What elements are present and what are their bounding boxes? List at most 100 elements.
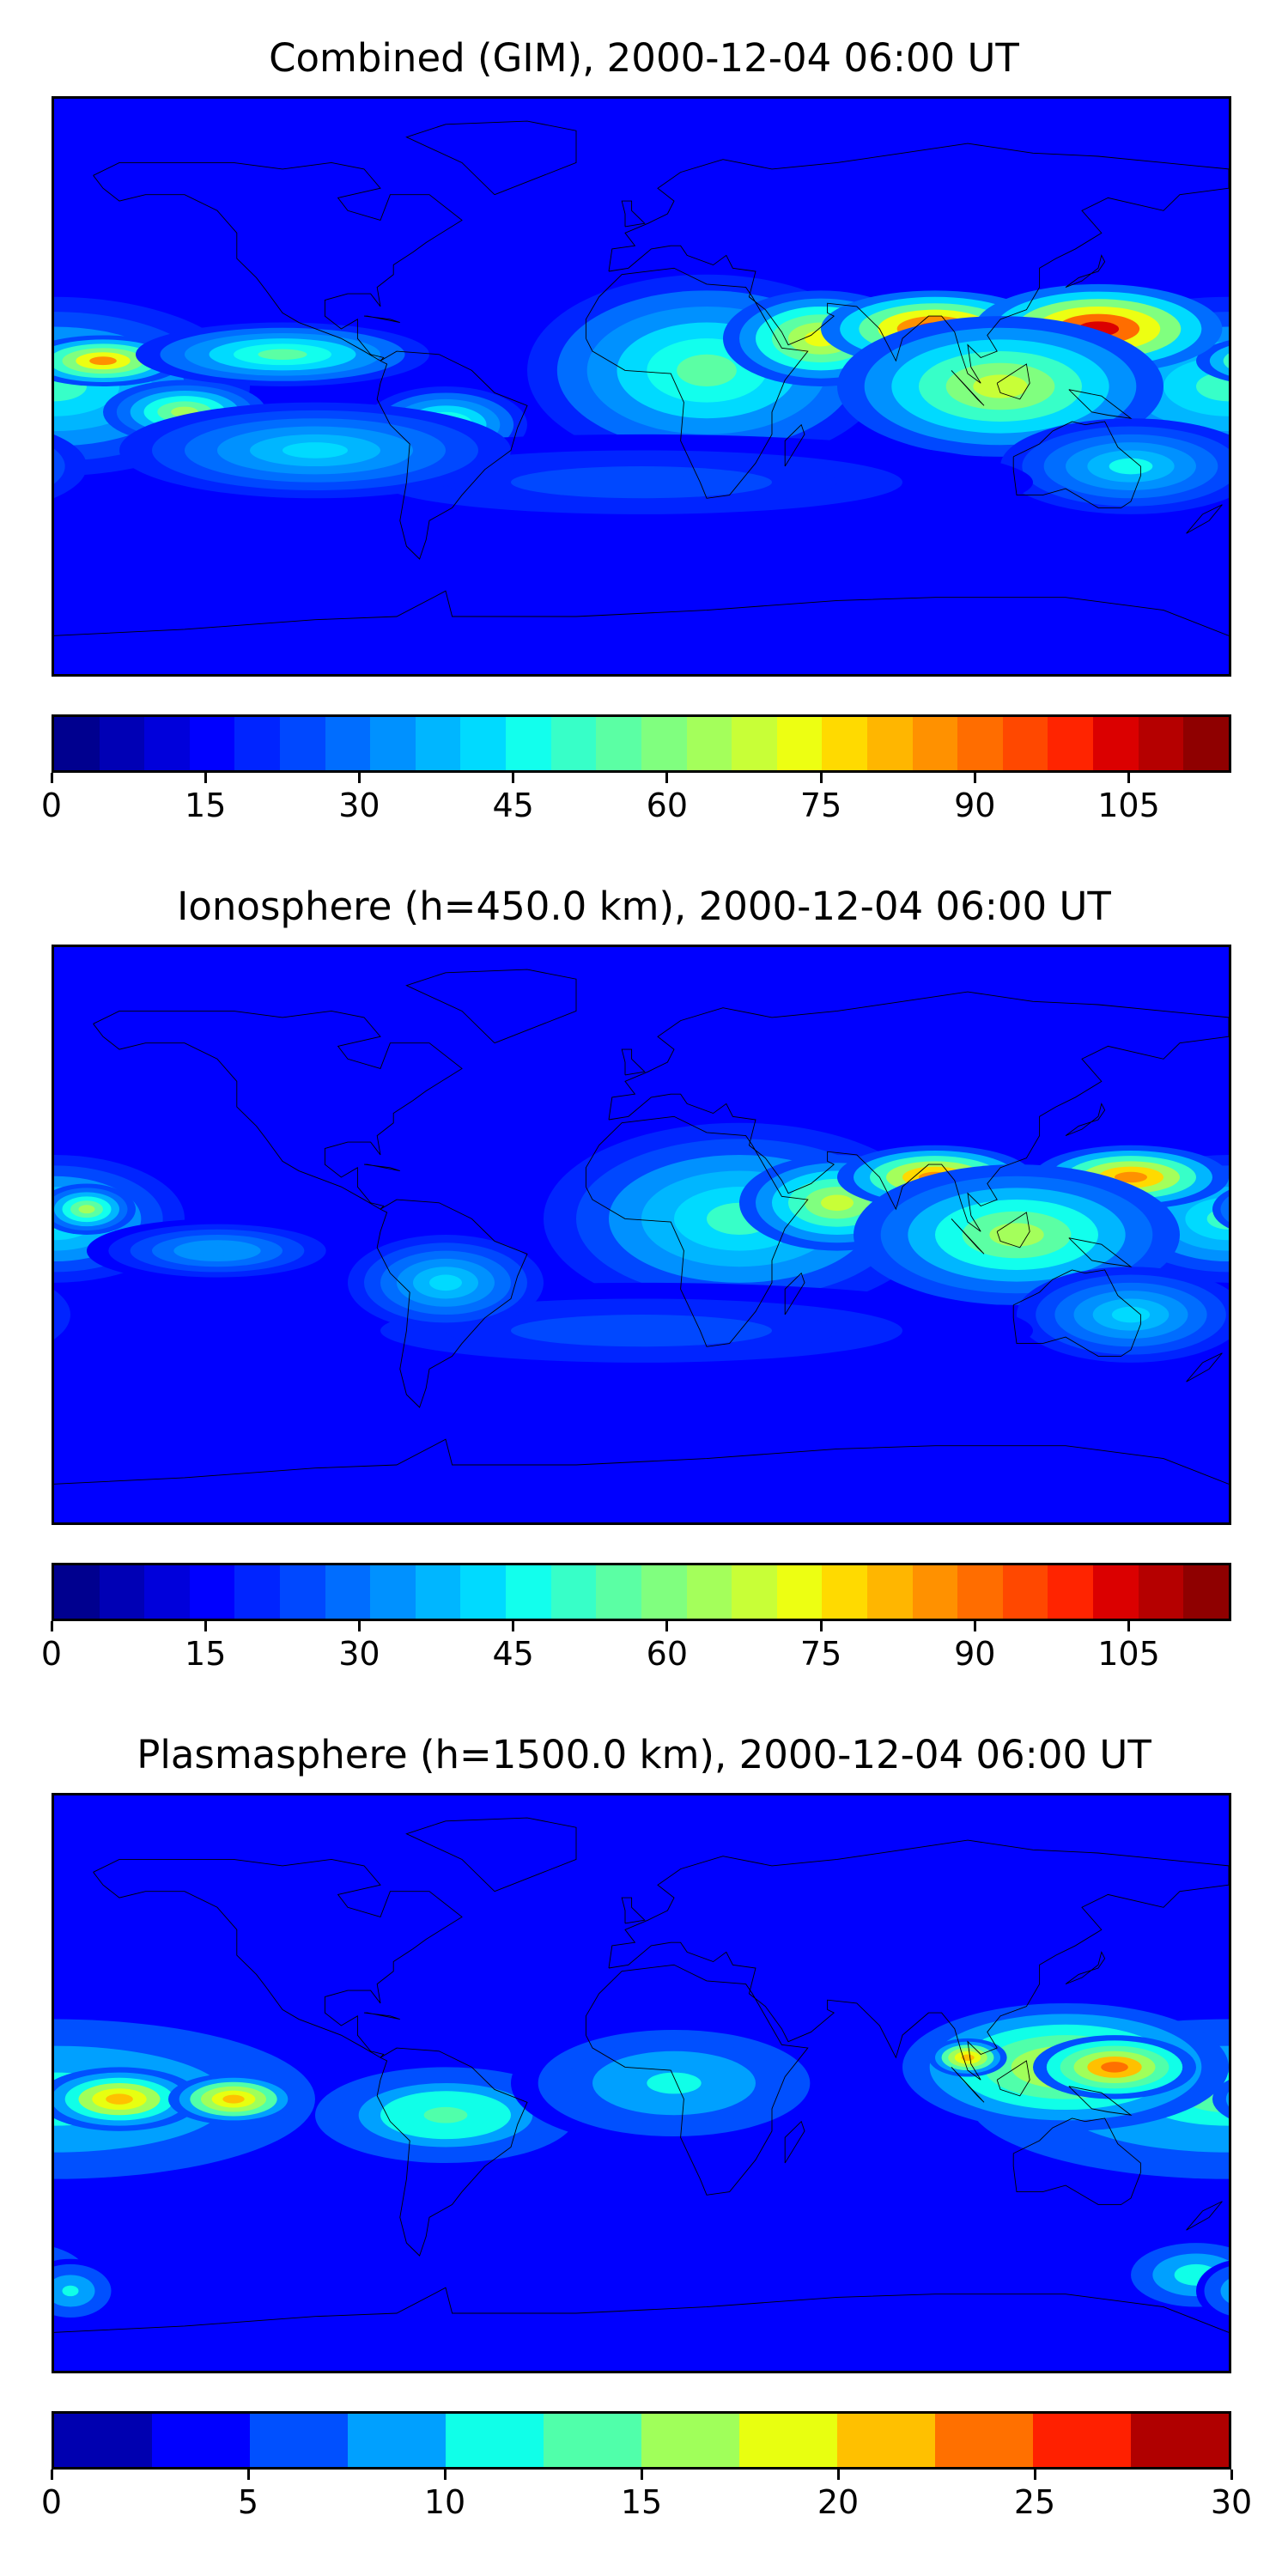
colorbar-segment (1138, 1565, 1184, 1619)
colorbar-tick-label: 45 (492, 787, 534, 824)
coastline (364, 316, 400, 322)
tec-field (54, 274, 1229, 531)
colorbar-segment (1048, 717, 1094, 770)
colorbar-tick-mark (357, 773, 361, 783)
colorbar-segment (144, 1565, 190, 1619)
colorbar-segment (732, 717, 777, 770)
tec-map-ionosphere (52, 945, 1231, 1525)
tec-contour (222, 2094, 245, 2104)
colorbar-segment (1093, 1565, 1139, 1619)
tec-contour (78, 1205, 95, 1214)
colorbar-ticks-combined: 0 15 30 45 60 75 90 105 (41, 773, 1231, 824)
colorbar-tick-mark (973, 1621, 976, 1631)
coastline (406, 969, 576, 1043)
coastline (377, 2048, 527, 2256)
colorbar-tick-label: 30 (1210, 2483, 1253, 2521)
coastline (377, 351, 527, 559)
colorbar-segment (189, 1565, 235, 1619)
colorbar-segment (596, 1565, 641, 1619)
colorbar-segment (1093, 717, 1139, 770)
coastline (997, 2061, 1030, 2096)
colorbar-tick-mark (819, 773, 823, 783)
colorbar-segment (957, 1565, 1003, 1619)
colorbar-tick-mark (1033, 2470, 1036, 2480)
colorbar-tick-label: 0 (40, 2483, 63, 2521)
coastline (406, 1818, 576, 1892)
colorbar-tick-mark (1127, 773, 1131, 783)
colorbar-segment (1002, 717, 1048, 770)
tec-contour (576, 1322, 707, 1339)
coastlines (54, 121, 1229, 635)
tec-contour (195, 1245, 240, 1256)
colorbar-tick-mark (50, 773, 53, 783)
colorbar-segment (686, 1565, 732, 1619)
colorbar-segment (822, 717, 867, 770)
coastline (1013, 422, 1140, 508)
coastline (951, 2067, 984, 2102)
colorbar-segment (1033, 2414, 1131, 2467)
tec-field (54, 1122, 1229, 1379)
coastline (622, 201, 645, 227)
colorbar-segment (506, 1565, 551, 1619)
tec-contour (1101, 2062, 1128, 2073)
panel-title-plasmasphere: Plasmasphere (h=1500.0 km), 2000-12-04 0… (137, 1732, 1151, 1777)
colorbar-plasmasphere (52, 2411, 1231, 2470)
tec-contour (1209, 346, 1229, 376)
colorbar-segment (1002, 1565, 1048, 1619)
coastline (951, 1218, 984, 1254)
colorbar-segment (1183, 717, 1229, 770)
tec-contour (961, 2054, 975, 2061)
colorbar-tick-label: 90 (954, 787, 996, 824)
colorbar-segment (54, 2414, 152, 2467)
colorbar-segment (370, 717, 416, 770)
colorbar-segment (550, 1565, 597, 1619)
colorbar-segment (837, 2414, 935, 2467)
coastline (54, 1439, 1229, 1484)
colorbar-tick-mark (50, 2470, 53, 2480)
coastline (586, 1116, 807, 1346)
coastline (586, 268, 807, 498)
colorbar-tick-mark (665, 773, 669, 783)
tec-contour (973, 374, 1028, 398)
map-svg-ionosphere (54, 947, 1229, 1522)
tec-contour (258, 349, 307, 360)
tec-contour (821, 1194, 854, 1212)
colorbar-segment (99, 717, 145, 770)
coastline (609, 143, 1229, 383)
map-svg-plasmasphere (54, 1795, 1229, 2371)
coastline (406, 121, 576, 195)
colorbar-tick-label: 25 (1013, 2483, 1056, 2521)
tec-contour (647, 2072, 702, 2094)
colorbar-segment (234, 1565, 281, 1619)
tec-contour (1115, 1171, 1147, 1183)
colorbar-segment (822, 1565, 867, 1619)
coastline (1187, 2202, 1223, 2231)
coastline (1066, 1952, 1105, 1984)
colorbar-tick-mark (204, 773, 207, 783)
coastline (54, 591, 1229, 635)
colorbar-tick-label: 105 (1097, 1635, 1160, 1673)
panel-title-ionosphere: Ionosphere (h=450.0 km), 2000-12-04 06:0… (177, 884, 1111, 929)
coastline (609, 1840, 1229, 2080)
coastline (1069, 1238, 1131, 1267)
colorbar-tick-label: 5 (237, 2483, 259, 2521)
tec-contour (54, 448, 65, 484)
colorbar-combined (52, 714, 1231, 773)
tec-contour (576, 474, 707, 490)
coastline (364, 2013, 400, 2019)
coastline (364, 1164, 400, 1170)
tec-contour (989, 1223, 1044, 1247)
tec-map-combined (52, 96, 1231, 677)
colorbar-tick-label: 15 (185, 787, 227, 824)
coastline (1066, 1103, 1105, 1135)
colorbar-segment (641, 2414, 739, 2467)
colorbar-tick-label: 15 (185, 1635, 227, 1673)
coastline (1066, 255, 1105, 287)
colorbar-tick-mark (819, 1621, 823, 1631)
tec-contour (283, 442, 348, 459)
colorbar-tick-mark (204, 1621, 207, 1631)
colorbar-ionosphere (52, 1563, 1231, 1621)
tec-contour (62, 2285, 79, 2297)
colorbar-tick-mark (1230, 2470, 1233, 2480)
coastline (586, 1965, 807, 2195)
